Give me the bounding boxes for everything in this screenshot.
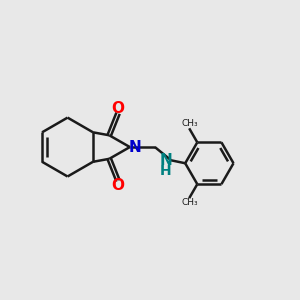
Text: CH₃: CH₃	[182, 198, 198, 207]
Text: CH₃: CH₃	[182, 119, 198, 128]
Text: H: H	[160, 164, 172, 178]
Text: O: O	[112, 101, 124, 116]
Text: N: N	[159, 153, 172, 168]
Text: N: N	[129, 140, 142, 154]
Text: O: O	[112, 178, 124, 193]
